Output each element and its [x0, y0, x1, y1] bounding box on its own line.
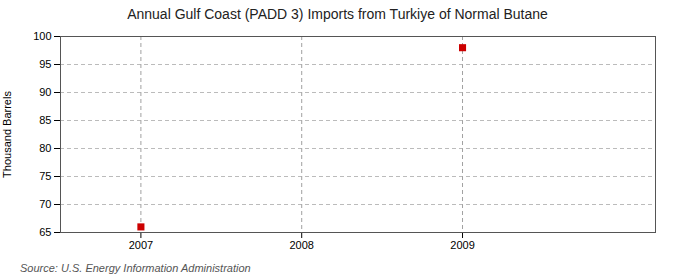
svg-text:65: 65	[39, 226, 51, 238]
svg-text:95: 95	[39, 58, 51, 70]
svg-text:100: 100	[33, 30, 51, 42]
svg-text:2008: 2008	[289, 239, 313, 251]
svg-text:80: 80	[39, 142, 51, 154]
svg-text:Thousand Barrels: Thousand Barrels	[1, 91, 13, 178]
svg-text:85: 85	[39, 114, 51, 126]
svg-text:70: 70	[39, 198, 51, 210]
svg-text:2007: 2007	[129, 239, 153, 251]
html-text:Source: U.S. Energy Informatio: Source: U.S. Energy Information Administ…	[20, 262, 251, 274]
svg-text:90: 90	[39, 86, 51, 98]
svg-text:75: 75	[39, 170, 51, 182]
html-text:Annual Gulf Coast (PADD 3) Imp: Annual Gulf Coast (PADD 3) Imports from …	[127, 6, 548, 22]
svg-text:2009: 2009	[450, 239, 474, 251]
